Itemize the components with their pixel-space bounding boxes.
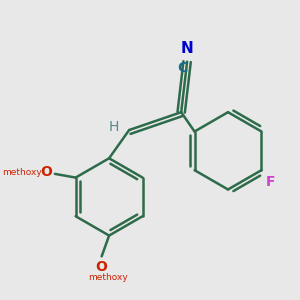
Text: C: C	[177, 61, 187, 75]
Text: F: F	[266, 175, 275, 189]
Text: O: O	[40, 165, 52, 179]
Text: H: H	[108, 120, 119, 134]
Text: N: N	[181, 41, 194, 56]
Text: methoxy: methoxy	[2, 168, 41, 177]
Text: methoxy: methoxy	[88, 273, 128, 282]
Text: O: O	[96, 260, 108, 274]
